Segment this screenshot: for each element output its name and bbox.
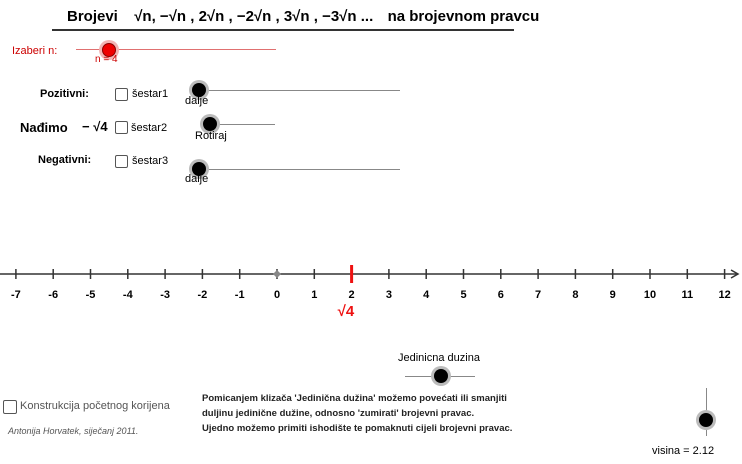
title-expression: √n, −√n , 2√n , −2√n , 3√n , −3√n ... [134,8,374,25]
number-line[interactable]: -7 -6 -5 -4 -3 -2 -1 0 1 2 3 4 5 6 7 8 9 10 11 12 [0,258,742,328]
tick-label: 5 [460,289,466,301]
tick-label: 11 [681,289,693,301]
tick-label: 2 [349,289,355,301]
note-line: Ujedno možemo primiti ishodište te pomak… [202,423,513,434]
find-label: Nađimo [20,120,68,135]
tick-label: 4 [423,289,430,301]
note-line: duljinu jedinične dužine, odnosno 'zumir… [202,408,475,419]
sestar3-checkbox[interactable] [115,155,128,168]
tick-label: -3 [160,289,170,301]
tick-label: 9 [610,289,616,301]
tick-label: -5 [86,289,96,301]
rotate-slider-track[interactable] [210,124,275,125]
construction-checkbox[interactable] [3,400,17,414]
title-underline [52,29,514,31]
tick-label: -2 [198,289,208,301]
origin-point [273,270,281,278]
tick-label: 8 [572,289,578,301]
rotate-slider-knob[interactable] [203,117,217,131]
note-line: Pomicanjem klizača 'Jedinična dužina' mo… [202,393,507,404]
tick-label: 1 [311,289,317,301]
negative-label: Negativni: [38,154,92,166]
author-credit: Antonija Horvatek, siječanj 2011. [8,426,139,436]
sestar3-label: šestar3 [132,155,169,167]
number-line-arrow [730,269,740,279]
tick-label: 3 [386,289,392,301]
negative-slider-caption: dalje [185,173,209,185]
page-title: Brojevi √n, −√n , 2√n , −2√n , 3√n , −3√… [67,8,539,25]
sestar2-checkbox[interactable] [115,121,128,134]
sestar1-checkbox[interactable] [115,88,128,101]
negative-slider-track[interactable] [199,169,400,170]
rotate-slider-caption: Rotiraj [195,130,227,142]
unit-slider-label: Jedinicna duzina [398,352,480,364]
sestar2-label: šestar2 [131,122,168,134]
n-slider-label: Izaberi n: [12,45,58,57]
title-part1: Brojevi [67,8,118,25]
positive-slider-knob[interactable] [192,83,206,97]
negative-slider-knob[interactable] [192,162,206,176]
number-line-ticks: -7 -6 -5 -4 -3 -2 -1 0 1 2 3 4 5 6 7 8 9 10 11 12 [11,269,731,301]
n-slider-track[interactable] [76,49,276,50]
tick-label: 10 [644,289,656,301]
tick-label: -6 [48,289,58,301]
tick-label: 6 [498,289,504,301]
title-part3: na brojevnom pravcu [387,8,540,25]
unit-slider-knob[interactable] [434,369,448,383]
tick-label: 0 [274,289,280,301]
height-slider-knob[interactable] [699,413,713,427]
tick-label: -7 [11,289,21,301]
n-slider-value: n = 4 [95,54,118,65]
sestar1-label: šestar1 [132,88,169,100]
find-expression: − √4 [82,119,108,134]
construction-checkbox-label: Konstrukcija početnog korijena [20,400,170,412]
n-slider-knob[interactable] [102,43,116,57]
positive-label: Pozitivni: [40,88,89,100]
height-slider-value: visina = 2.12 [652,445,715,457]
tick-label: -1 [235,289,245,301]
positive-slider-track[interactable] [199,90,400,91]
tick-label: -4 [123,289,134,301]
positive-slider-caption: dalje [185,95,209,107]
tick-label: 12 [718,289,730,301]
height-slider-track[interactable] [706,388,707,436]
marked-point-label: √4 [337,303,355,320]
instruction-note: Pomicanjem klizača 'Jedinična dužina' mo… [202,391,562,436]
tick-label: 7 [535,289,541,301]
